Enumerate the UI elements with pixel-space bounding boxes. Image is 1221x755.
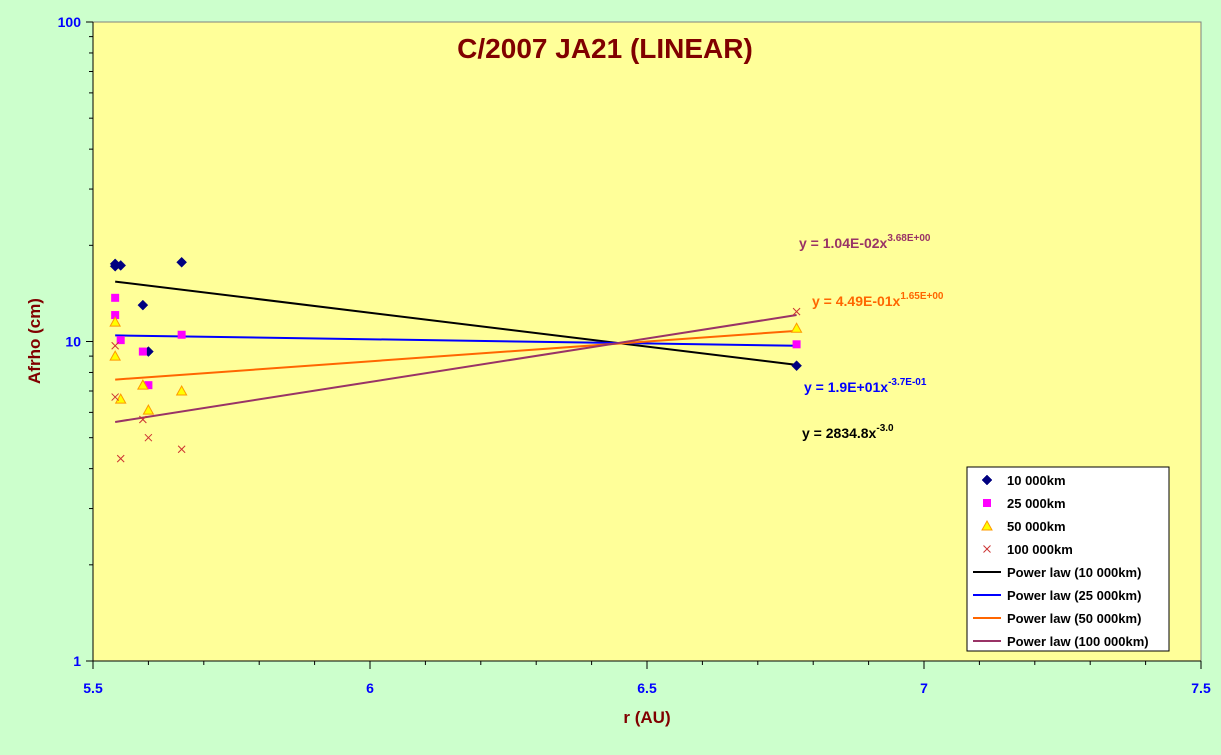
data-point-series-2 [138, 347, 147, 356]
trendline-4 [115, 314, 797, 423]
x-tick-label: 5.5 [83, 680, 103, 696]
axes: 1 10 100 5.5 6 6.5 7 7.5 [58, 14, 1211, 696]
data-point-series-4 [144, 433, 153, 442]
data-point-series-1 [115, 260, 127, 271]
y-tick-label: 10 [65, 334, 81, 350]
data-point-series-2 [177, 330, 186, 339]
trendlines [115, 280, 797, 423]
x-marker-stroke [111, 341, 120, 350]
data-point-series-4 [792, 307, 801, 316]
legend-label: 50 000km [1007, 519, 1066, 534]
legend-label: 100 000km [1007, 542, 1073, 557]
trendline-equation-3: y = 4.49E-01x1.65E+00 [812, 291, 944, 309]
data-point-series-3 [114, 393, 127, 404]
data-point-series-4 [177, 445, 186, 454]
data-point-series-4 [111, 341, 120, 350]
data-point-series-2 [116, 336, 125, 345]
legend-label: Power law (10 000km) [1007, 565, 1141, 580]
x-marker-stroke [116, 454, 125, 463]
legend-entry: 100 000km [983, 542, 1073, 557]
x-tick-label: 6 [366, 680, 374, 696]
trendline-equations: y = 2834.8x-3.0 y = 1.9E+01x-3.7E-01 y = 4… [799, 233, 944, 441]
legend-entry: Power law (25 000km) [973, 588, 1141, 603]
data-point-series-3 [790, 322, 803, 333]
legend-label: Power law (50 000km) [1007, 611, 1141, 626]
legend-box [966, 466, 1170, 652]
trendline-1 [115, 280, 797, 366]
data-point-series-3 [109, 350, 122, 361]
legend-label: 25 000km [1007, 496, 1066, 511]
trendline-equation-2: y = 1.9E+01x-3.7E-01 [804, 377, 927, 395]
data-point-series-3 [137, 379, 149, 390]
data-point-series-4 [139, 415, 147, 424]
x-tick-label: 7 [920, 680, 928, 696]
y-tick-label: 1 [73, 653, 81, 669]
data-point-series-3 [175, 384, 188, 396]
legend-entry: Power law (100 000km) [973, 634, 1149, 649]
y-axis-label: Afrho (cm) [25, 298, 44, 384]
data-point-series-2 [792, 340, 801, 349]
x-marker-stroke [983, 545, 991, 553]
trendline-equation-1: y = 2834.8x-3.0 [802, 423, 894, 441]
x-axis-label: r (AU) [623, 708, 670, 727]
legend-entry: 10 000km [981, 473, 1066, 488]
legend-label: Power law (25 000km) [1007, 588, 1141, 603]
y-tick-label: 100 [58, 14, 82, 30]
x-tick-label: 7.5 [1191, 680, 1211, 696]
data-point-series-4 [111, 393, 120, 401]
legend-swatch [983, 499, 991, 507]
x-marker-stroke [144, 433, 153, 442]
data-markers [109, 256, 803, 463]
legend-entry: 25 000km [983, 496, 1066, 511]
data-point-series-2 [144, 381, 153, 390]
legend: 10 000km 25 000km 50 000km 100 000km Power l… [966, 466, 1170, 652]
legend-swatch [983, 545, 991, 553]
legend-entry: Power law (50 000km) [973, 611, 1141, 626]
legend-label: Power law (100 000km) [1007, 634, 1149, 649]
trendline-2 [115, 334, 797, 347]
data-point-series-3 [142, 404, 155, 415]
legend-swatch [981, 519, 993, 531]
legend-label: 10 000km [1007, 473, 1066, 488]
data-point-series-3 [109, 316, 122, 327]
chart-title: C/2007 JA21 (LINEAR) [457, 33, 753, 64]
x-marker-stroke [139, 415, 147, 424]
x-marker-stroke [111, 393, 120, 401]
x-marker-stroke [177, 445, 186, 454]
legend-entry: Power law (10 000km) [973, 565, 1141, 580]
data-point-series-2 [111, 293, 120, 302]
data-point-series-1 [176, 256, 187, 268]
trendline-equation-4: y = 1.04E-02x3.68E+00 [799, 233, 931, 251]
data-point-series-1 [791, 360, 802, 372]
data-point-series-2 [111, 311, 120, 320]
data-point-series-4 [116, 454, 125, 463]
x-tick-label: 6.5 [637, 680, 657, 696]
trendline-3 [115, 329, 797, 381]
data-point-series-1 [137, 299, 149, 311]
legend-entry: 50 000km [981, 519, 1066, 534]
legend-swatch [981, 474, 993, 486]
x-marker-stroke [792, 307, 801, 316]
